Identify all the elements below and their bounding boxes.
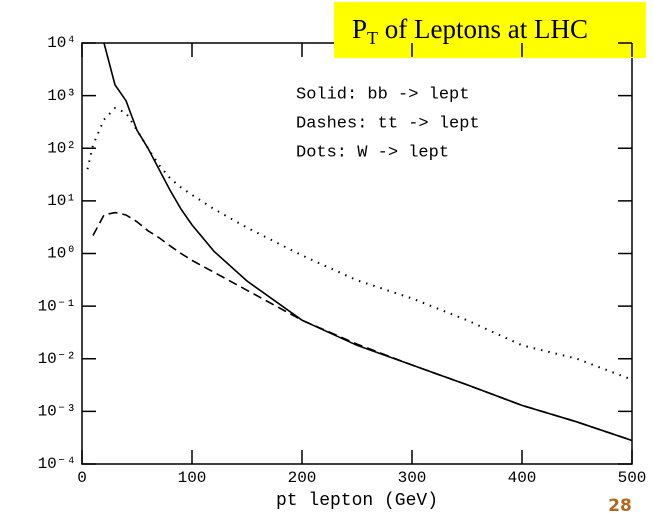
plot-frame — [81, 42, 633, 465]
x-tick-label: 300 — [398, 469, 427, 487]
series-line — [92, 211, 633, 442]
y-tick-label: 10⁻³ — [38, 403, 76, 421]
y-tick-label: 10⁴ — [47, 34, 76, 52]
series-line — [86, 106, 633, 381]
y-tick-label: 10⁻¹ — [38, 297, 76, 315]
title-sub: T — [367, 28, 378, 48]
title-main: P — [352, 14, 367, 44]
y-tick-label: 10⁻⁴ — [38, 455, 76, 473]
title-box — [334, 2, 646, 58]
legend-entry: Solid: bb -> lept — [296, 85, 469, 104]
legend-entry: Dashes: tt -> lept — [296, 114, 480, 133]
y-tick-label: 10² — [47, 139, 76, 157]
x-tick-label: 400 — [508, 469, 537, 487]
page-number: 28 — [608, 496, 632, 516]
title-rest: of Leptons at LHC — [378, 14, 588, 44]
x-tick-label: 100 — [178, 469, 207, 487]
x-tick-label: 200 — [288, 469, 317, 487]
x-tick-label: 500 — [618, 469, 647, 487]
y-tick-label: 10³ — [47, 87, 76, 105]
x-tick-label: 0 — [77, 469, 87, 487]
legend-entry: Dots: W -> lept — [296, 143, 449, 162]
y-tick-label: 10⁰ — [47, 245, 76, 263]
y-tick-label: 10⁻² — [38, 350, 76, 368]
y-tick-label: 10¹ — [47, 192, 76, 210]
x-axis-label: pt lepton (GeV) — [276, 491, 438, 511]
chart-title: PT of Leptons at LHC — [352, 14, 588, 48]
